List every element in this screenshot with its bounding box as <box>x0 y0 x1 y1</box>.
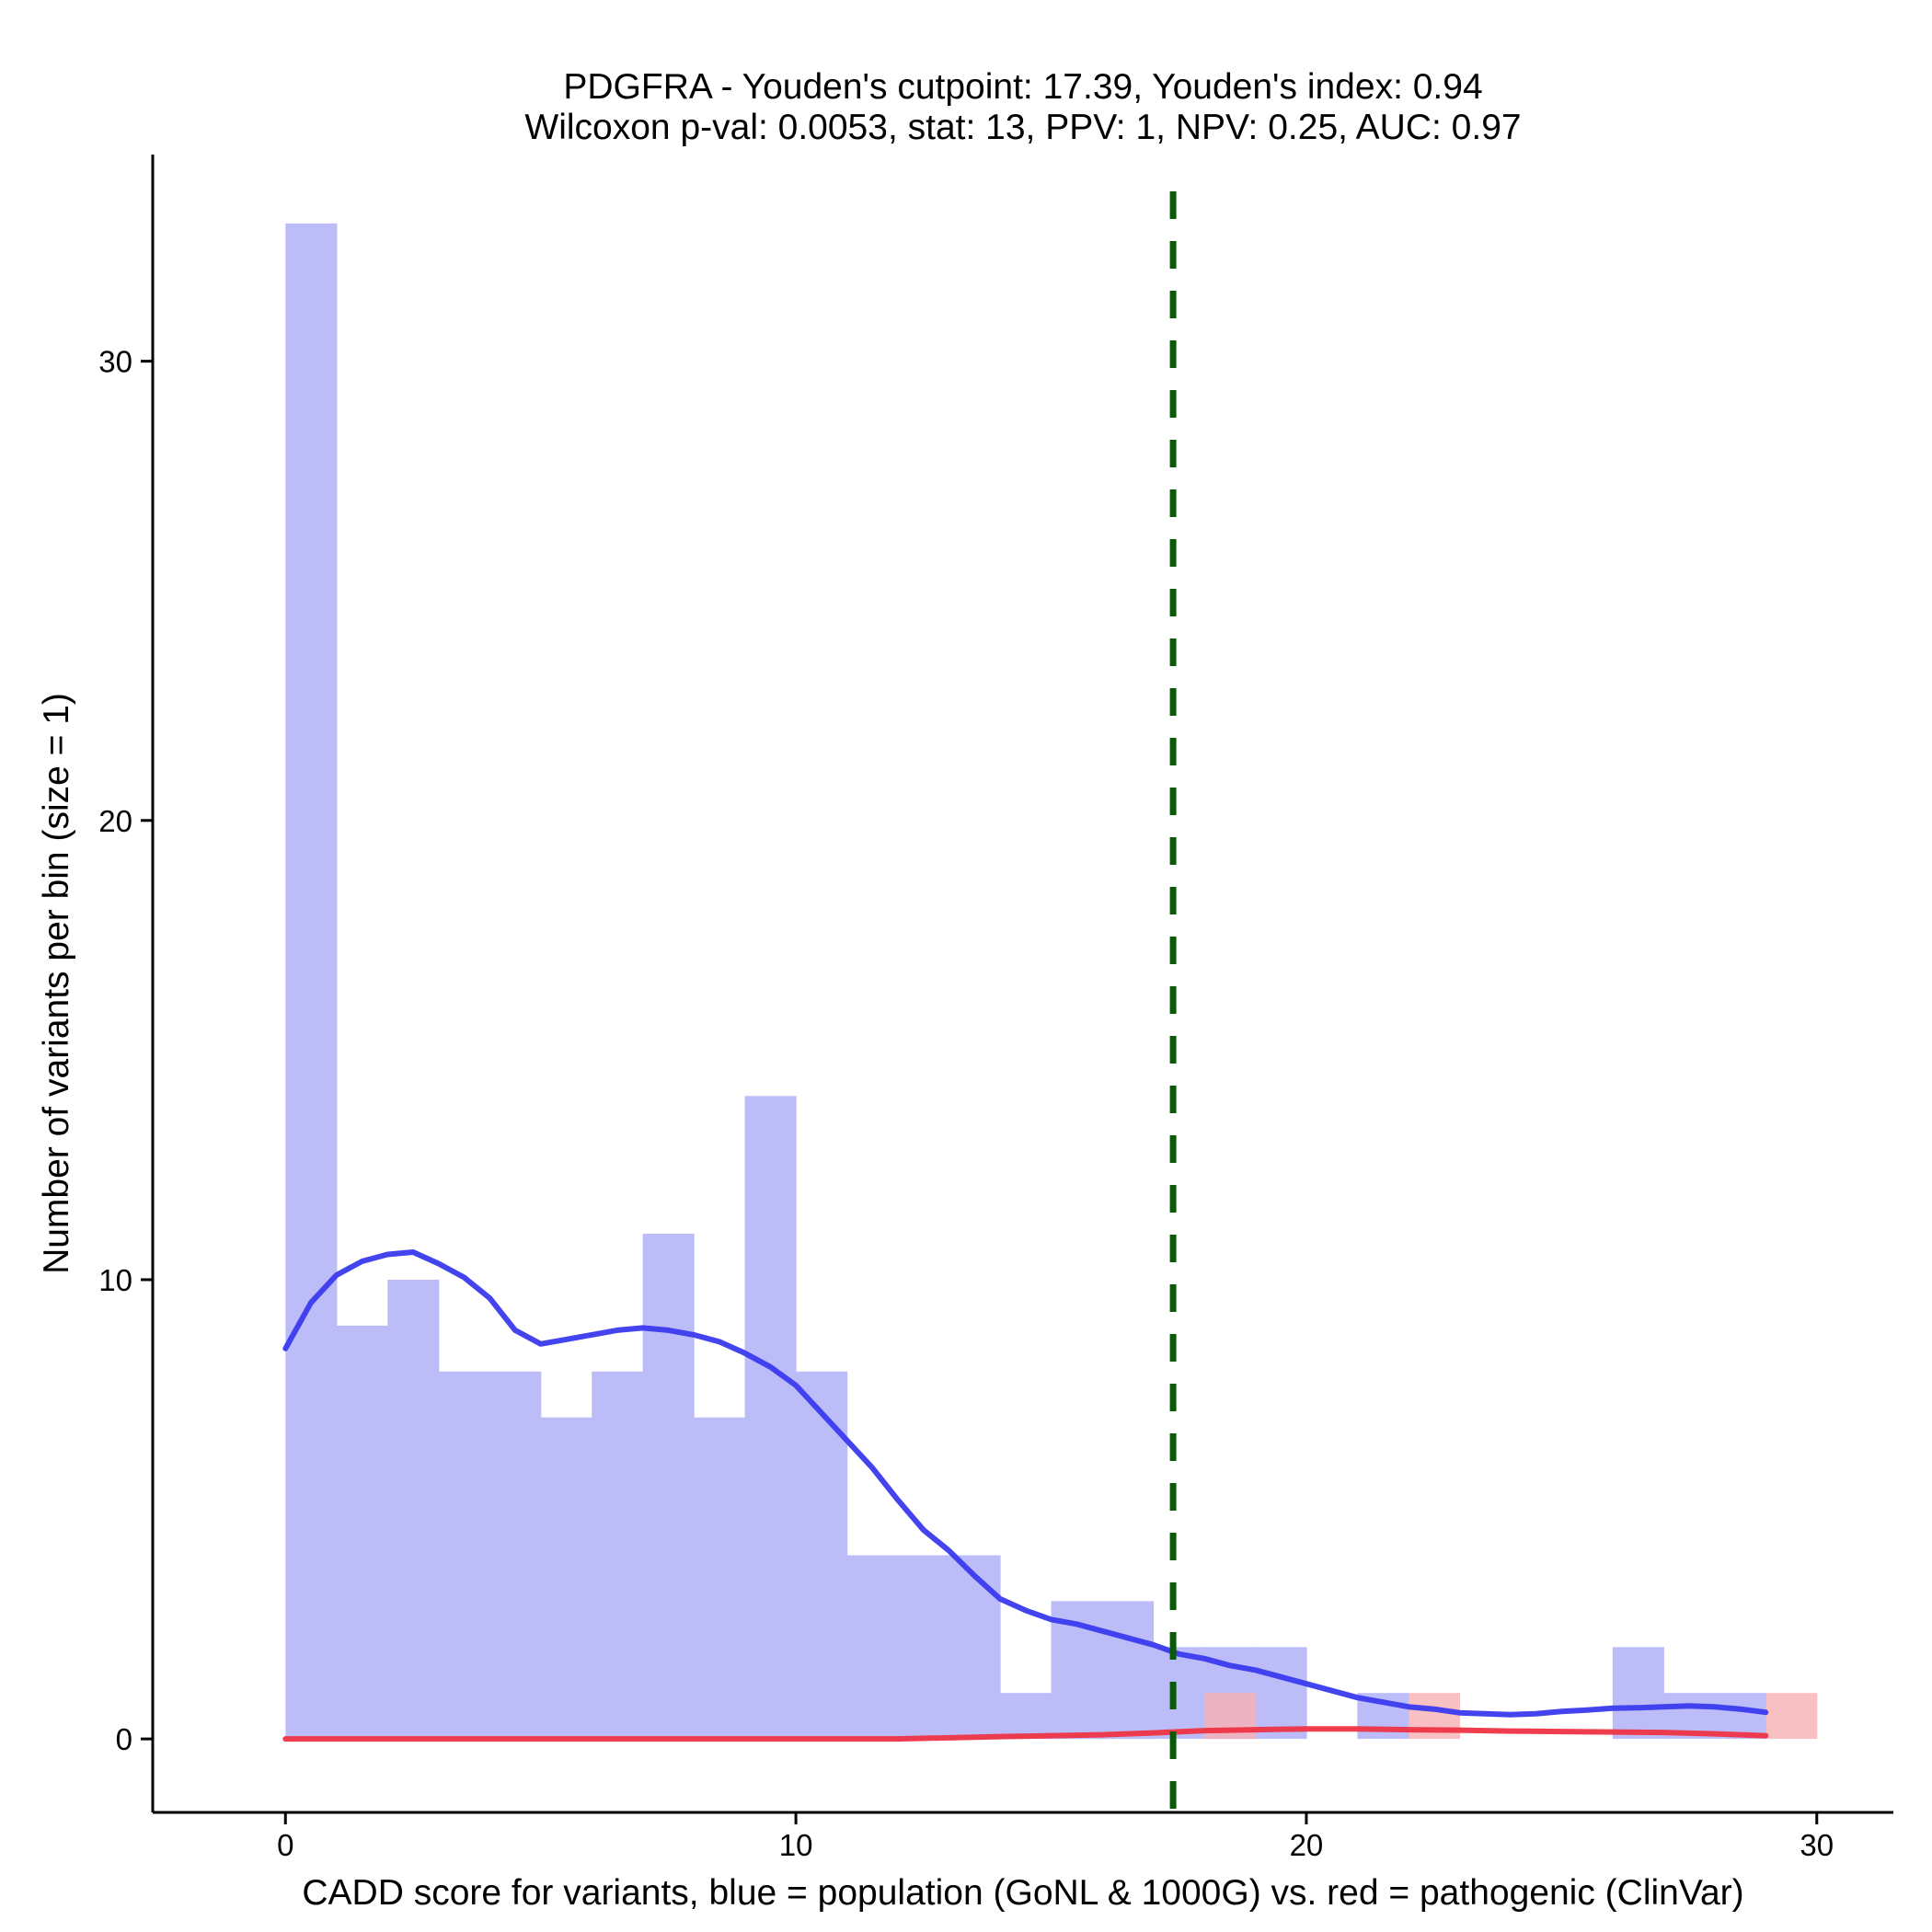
population-bar <box>949 1555 1001 1740</box>
population-bar <box>1000 1693 1052 1740</box>
population-bars <box>285 223 1766 1740</box>
pathogenic-bar <box>1765 1693 1818 1740</box>
population-bar <box>1153 1647 1205 1740</box>
population-bar <box>1102 1601 1155 1740</box>
x-tick-label: 30 <box>1800 1828 1834 1862</box>
population-bar <box>1714 1693 1766 1740</box>
population-bar <box>540 1417 592 1740</box>
x-tick-label: 0 <box>277 1828 293 1862</box>
population-bar <box>642 1234 695 1740</box>
chart-title-line2: Wilcoxon p-val: 0.0053, stat: 13, PPV: 1… <box>524 108 1521 147</box>
population-bar <box>846 1555 899 1740</box>
population-bar <box>898 1555 950 1740</box>
population-bar <box>1255 1647 1307 1740</box>
population-bar <box>744 1096 797 1740</box>
population-bar <box>438 1371 490 1740</box>
x-axis-label: CADD score for variants, blue = populati… <box>302 1873 1743 1913</box>
y-axis-ticks: 0 10 20 30 <box>98 345 153 1756</box>
population-bar <box>1612 1647 1664 1740</box>
y-tick-label: 10 <box>98 1263 132 1297</box>
x-tick-label: 10 <box>779 1828 813 1862</box>
population-bar <box>387 1280 440 1740</box>
population-bar <box>694 1417 746 1740</box>
y-axis-label: Number of variants per bin (size = 1) <box>37 693 76 1274</box>
plot-area <box>282 191 1818 1812</box>
y-tick-label: 0 <box>116 1722 132 1756</box>
chart-title-line1: PDGFRA - Youden's cutpoint: 17.39, Youde… <box>563 67 1482 107</box>
pathogenic-bars <box>1204 1693 1818 1740</box>
pathogenic-density-curve <box>282 1726 1769 1742</box>
x-tick-label: 20 <box>1290 1828 1324 1862</box>
x-axis-ticks: 0 10 20 30 <box>277 1812 1834 1862</box>
population-density-curve <box>282 1249 1769 1718</box>
population-bar <box>796 1371 848 1740</box>
y-tick-label: 30 <box>98 345 132 379</box>
population-bar <box>489 1371 542 1740</box>
y-tick-label: 20 <box>98 804 132 838</box>
population-bar <box>285 223 338 1740</box>
population-bar <box>336 1325 388 1740</box>
population-bar <box>592 1371 644 1740</box>
